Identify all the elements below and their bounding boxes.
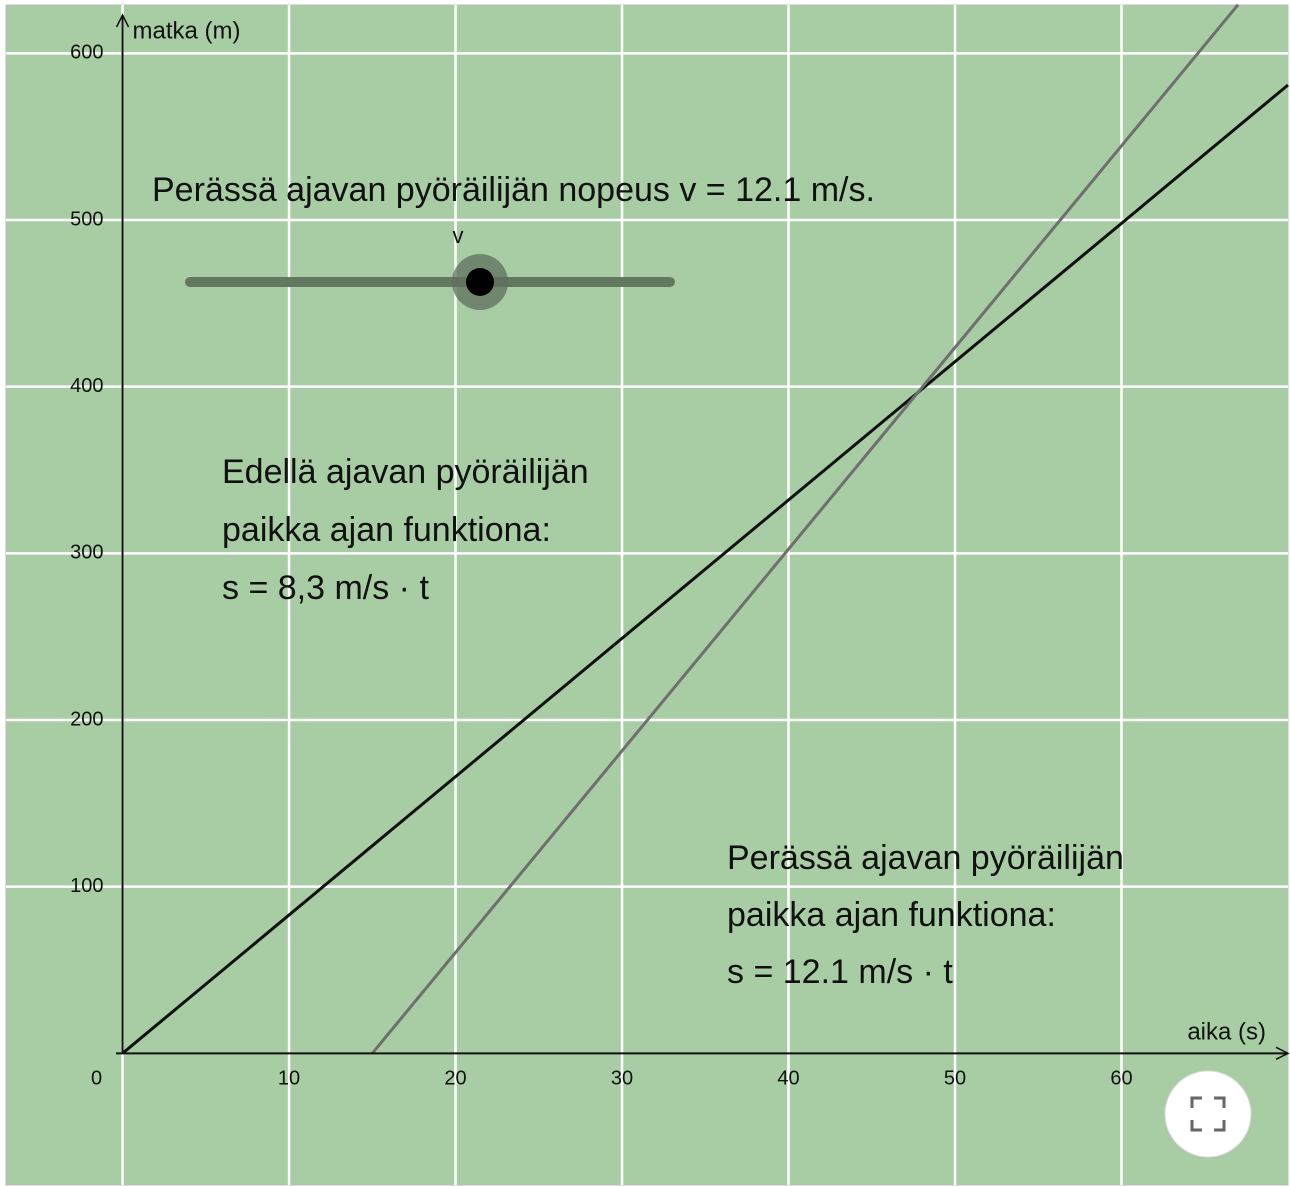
fullscreen-circle[interactable] — [1164, 1070, 1252, 1158]
annotation: paikka ajan funktiona: — [222, 511, 551, 549]
x-tick-label: 20 — [444, 1068, 466, 1090]
y-tick-label: 500 — [70, 208, 103, 230]
fullscreen-icon[interactable] — [1190, 1096, 1226, 1132]
x-tick-label: 50 — [944, 1068, 966, 1090]
annotation: Perässä ajavan pyöräilijän — [727, 839, 1124, 877]
y-tick-label: 600 — [70, 42, 103, 64]
x-tick-label: 40 — [777, 1068, 799, 1090]
y-tick-label: 100 — [70, 875, 103, 897]
x-tick-label: 30 — [611, 1068, 633, 1090]
annotation: paikka ajan funktiona: — [727, 896, 1056, 934]
x-tick-label: 0 — [91, 1068, 102, 1090]
y-tick-label: 300 — [70, 542, 103, 564]
line-series — [371, 3, 1240, 1055]
x-tick-label: 10 — [278, 1068, 300, 1090]
y-tick-label: 400 — [70, 375, 103, 397]
x-tick-label: 60 — [1110, 1068, 1132, 1090]
slider-knob[interactable] — [466, 268, 494, 296]
line-series — [121, 83, 1289, 1055]
annotation: Edellä ajavan pyöräilijän — [222, 453, 589, 491]
annotation: s = 12.1 m/s · t — [727, 953, 953, 991]
y-tick-label: 200 — [70, 708, 103, 730]
annotation: s = 8,3 m/s · t — [222, 569, 429, 607]
slider[interactable] — [185, 254, 675, 310]
x-axis-label: aika (s) — [1187, 1019, 1266, 1046]
fullscreen-button[interactable] — [1164, 1070, 1252, 1158]
x-axis-arrow — [1275, 1046, 1290, 1061]
annotation: Perässä ajavan pyöräilijän nopeus v = 12… — [152, 171, 875, 209]
y-axis-label: matka (m) — [133, 17, 241, 44]
annotation: v — [453, 223, 464, 248]
y-axis-arrow — [115, 13, 130, 28]
